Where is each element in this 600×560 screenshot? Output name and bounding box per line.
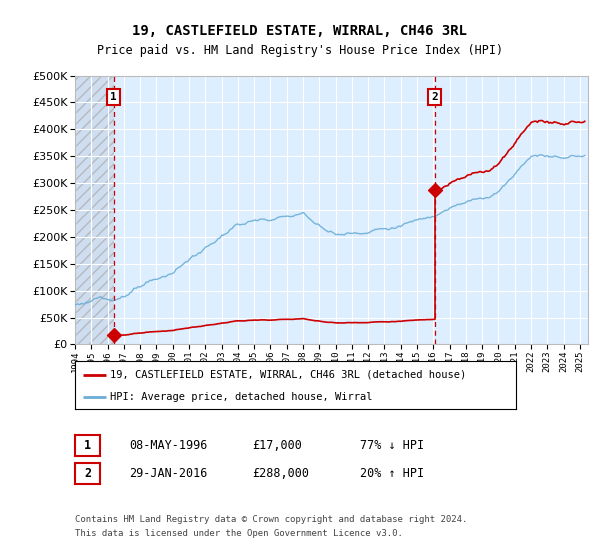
Point xyxy=(109,331,118,340)
Text: 1: 1 xyxy=(84,439,91,452)
Text: 29-JAN-2016: 29-JAN-2016 xyxy=(129,466,208,480)
Text: Price paid vs. HM Land Registry's House Price Index (HPI): Price paid vs. HM Land Registry's House … xyxy=(97,44,503,57)
Bar xyxy=(75,76,113,344)
Text: 08-MAY-1996: 08-MAY-1996 xyxy=(129,438,208,452)
Text: 20% ↑ HPI: 20% ↑ HPI xyxy=(360,466,424,480)
Point xyxy=(430,185,439,194)
Text: 1: 1 xyxy=(110,92,117,102)
Text: 19, CASTLEFIELD ESTATE, WIRRAL, CH46 3RL: 19, CASTLEFIELD ESTATE, WIRRAL, CH46 3RL xyxy=(133,24,467,38)
Text: £17,000: £17,000 xyxy=(252,438,302,452)
Text: 19, CASTLEFIELD ESTATE, WIRRAL, CH46 3RL (detached house): 19, CASTLEFIELD ESTATE, WIRRAL, CH46 3RL… xyxy=(110,370,467,380)
Text: This data is licensed under the Open Government Licence v3.0.: This data is licensed under the Open Gov… xyxy=(75,529,403,538)
Text: Contains HM Land Registry data © Crown copyright and database right 2024.: Contains HM Land Registry data © Crown c… xyxy=(75,515,467,524)
Text: 2: 2 xyxy=(431,92,438,102)
Text: £288,000: £288,000 xyxy=(252,466,309,480)
Text: 2: 2 xyxy=(84,467,91,480)
Text: 77% ↓ HPI: 77% ↓ HPI xyxy=(360,438,424,452)
Text: HPI: Average price, detached house, Wirral: HPI: Average price, detached house, Wirr… xyxy=(110,392,373,402)
